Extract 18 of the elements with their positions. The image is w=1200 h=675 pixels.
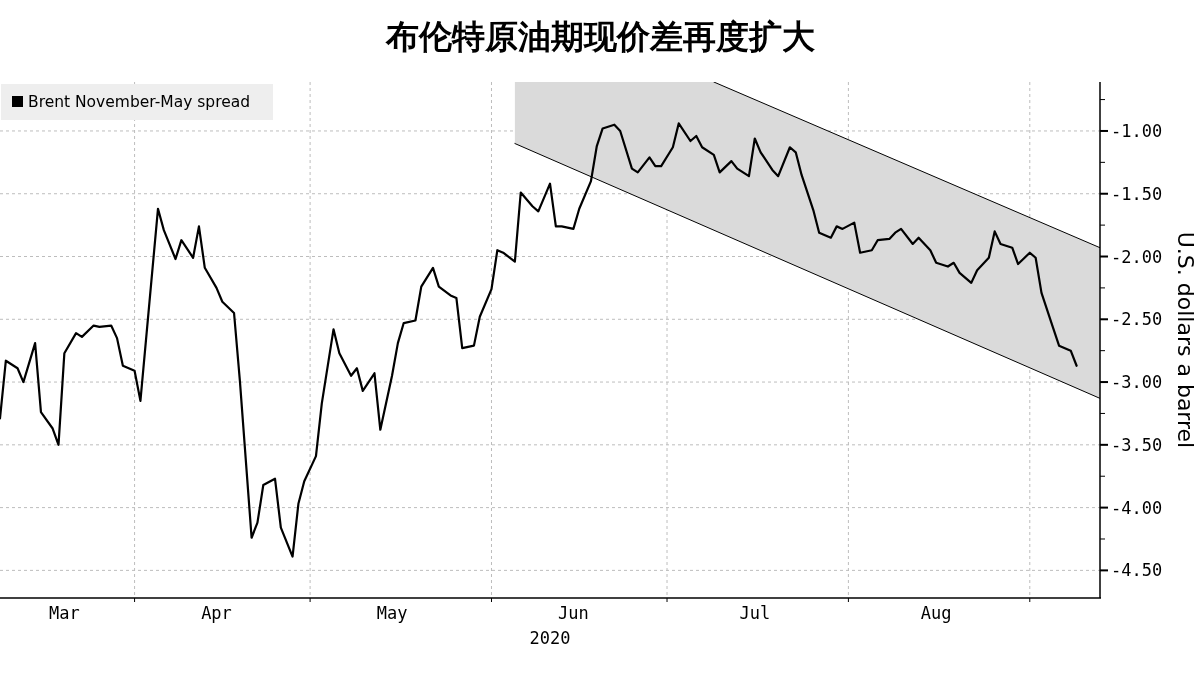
y-tick-label: -3.50 <box>1111 434 1163 455</box>
x-tick-label: May <box>376 603 408 623</box>
y-tick-label: -1.50 <box>1111 183 1163 204</box>
y-tick-label: -2.00 <box>1111 246 1163 267</box>
y-tick-label: -1.00 <box>1111 120 1163 141</box>
chart-title: 布伦特原油期现价差再度扩大 <box>384 19 815 55</box>
y-tick-label: -4.50 <box>1111 560 1163 581</box>
y-axis-title: U.S. dollars a barrel <box>1173 231 1198 449</box>
x-tick-label: Jun <box>558 603 589 623</box>
x-tick-label: Mar <box>49 603 80 623</box>
x-axis-title: 2020 <box>529 628 571 648</box>
x-tick-label: Aug <box>920 603 952 623</box>
legend-label: Brent November-May spread <box>28 93 251 111</box>
y-tick-label: -3.00 <box>1111 372 1163 393</box>
y-tick-label: -2.50 <box>1111 309 1163 330</box>
x-tick-label: Apr <box>201 603 232 623</box>
y-tick-label: -4.00 <box>1111 497 1163 518</box>
x-tick-label: Jul <box>739 603 771 623</box>
